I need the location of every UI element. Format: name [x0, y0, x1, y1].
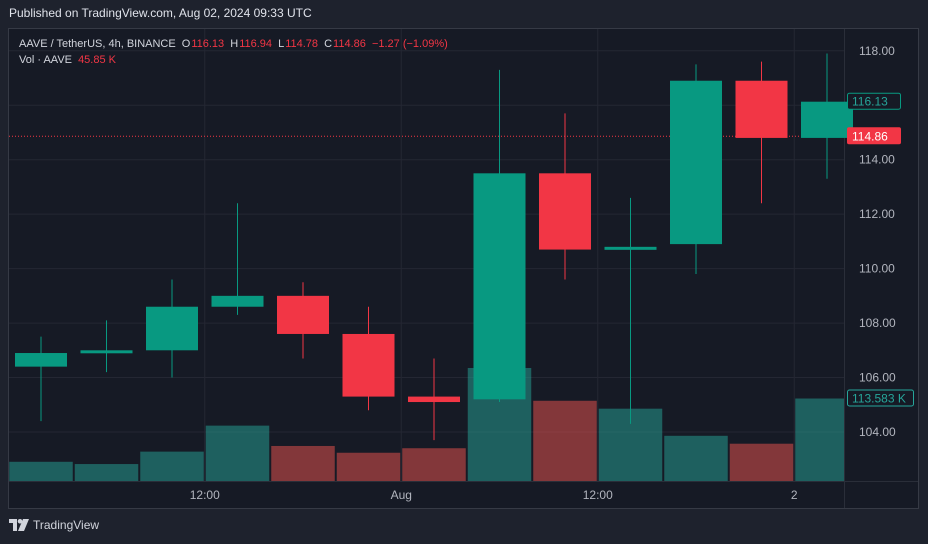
candle	[473, 69, 526, 403]
symbol-label[interactable]: AAVE / TetherUS, 4h, BINANCE	[19, 38, 176, 50]
candle	[604, 197, 657, 424]
y-tick-label: 104.00	[859, 425, 896, 439]
chart-canvas[interactable]: 118.00116.00114.00112.00110.00108.00106.…	[9, 29, 918, 508]
candle	[211, 203, 264, 315]
volume-bar	[402, 448, 466, 481]
volume-value: 45.85 K	[78, 54, 116, 66]
price-axis[interactable]: 118.00116.00114.00112.00110.00108.00106.…	[847, 44, 914, 439]
x-tick-label: 2	[791, 488, 798, 502]
volume-bar	[336, 452, 401, 481]
y-tick-label: 110.00	[859, 262, 895, 276]
candle-body	[277, 295, 329, 334]
candle-body	[342, 333, 395, 397]
y-tick-label: 108.00	[859, 316, 896, 330]
candle-body	[539, 173, 591, 250]
candle	[342, 306, 395, 411]
ohlc-row: AAVE / TetherUS, 4h, BINANCE O116.13 H11…	[19, 36, 448, 52]
price-label: 116.13	[847, 92, 901, 110]
candle	[277, 282, 329, 359]
candle-body	[670, 80, 722, 245]
candle	[408, 358, 460, 441]
volume-axis-label: 113.583 K	[847, 389, 914, 407]
close-value: 114.86	[333, 38, 366, 50]
open-label: O	[181, 38, 191, 50]
volume-bar	[74, 464, 139, 481]
close-label: C	[324, 38, 333, 50]
chart-panel[interactable]: 118.00116.00114.00112.00110.00108.00106.…	[8, 28, 919, 509]
change-value: −1.27 (−1.09%)	[371, 38, 448, 50]
candles	[15, 53, 853, 441]
volume-label-box	[847, 389, 914, 407]
volume-bar	[205, 425, 270, 481]
candle	[801, 53, 853, 179]
volume-label[interactable]: Vol · AAVE	[19, 54, 72, 66]
open-value: 116.13	[191, 38, 225, 50]
candle-body	[473, 173, 526, 400]
candle-body	[146, 306, 198, 351]
y-tick-label: 118.00	[859, 44, 895, 58]
published-header: Published on TradingView.com, Aug 02, 20…	[9, 6, 312, 20]
time-axis[interactable]: 12:00 Aug 12:00 2	[190, 488, 798, 502]
price-label-box	[847, 127, 901, 145]
high-value: 116.94	[239, 38, 273, 50]
candle-body	[80, 350, 133, 354]
volume-bars	[9, 368, 844, 481]
footer-brand: TradingView	[9, 518, 99, 532]
low-value: 114.78	[285, 38, 319, 50]
volume-bar	[533, 400, 597, 481]
candle-body	[604, 246, 657, 250]
x-tick-label: Aug	[391, 488, 412, 502]
y-tick-label: 112.00	[859, 207, 895, 221]
x-tick-label: 12:00	[190, 488, 220, 502]
candle-body	[15, 353, 67, 367]
volume-bar	[140, 451, 204, 481]
candle-body	[408, 396, 460, 403]
high-label: H	[230, 38, 239, 50]
y-tick-label: 114.00	[859, 153, 895, 167]
candle	[735, 61, 788, 204]
candle	[670, 64, 722, 275]
volume-bar	[664, 435, 728, 481]
volume-bar	[9, 461, 73, 481]
price-label-text: 116.13	[852, 95, 888, 109]
volume-row: Vol · AAVE 45.85 K	[19, 52, 448, 68]
candle	[15, 336, 67, 422]
volume-bar	[271, 445, 335, 481]
price-label-box	[847, 92, 901, 110]
candle-body	[211, 295, 264, 307]
candle-body	[801, 101, 853, 138]
tradingview-logo-icon	[9, 519, 29, 531]
price-label: 114.86	[847, 127, 901, 145]
candle	[146, 279, 198, 378]
volume-label-text: 113.583 K	[852, 392, 906, 406]
low-label: L	[278, 38, 285, 50]
x-tick-label: 12:00	[583, 488, 613, 502]
price-label-text: 114.86	[852, 129, 888, 143]
volume-bar	[795, 398, 844, 481]
volume-bar	[729, 443, 794, 481]
y-tick-label: 106.00	[859, 371, 896, 385]
candle	[80, 320, 133, 373]
footer-brand-label: TradingView	[33, 518, 100, 532]
candle	[539, 113, 591, 280]
legend: AAVE / TetherUS, 4h, BINANCE O116.13 H11…	[19, 36, 448, 68]
candle-body	[735, 80, 788, 138]
